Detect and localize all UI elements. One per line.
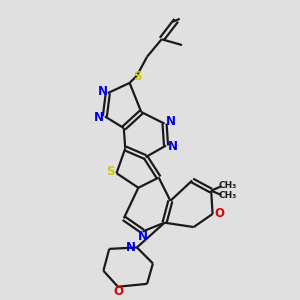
Text: N: N [94,111,104,124]
Text: N: N [98,85,107,98]
Text: S: S [133,70,142,83]
Text: N: N [126,241,136,254]
Text: O: O [113,286,123,298]
Text: N: N [167,140,177,154]
Text: CH₃: CH₃ [218,181,236,190]
Text: N: N [165,115,176,128]
Text: O: O [214,208,224,220]
Text: CH₃: CH₃ [218,191,236,200]
Text: N: N [138,230,148,243]
Text: S: S [106,165,114,178]
